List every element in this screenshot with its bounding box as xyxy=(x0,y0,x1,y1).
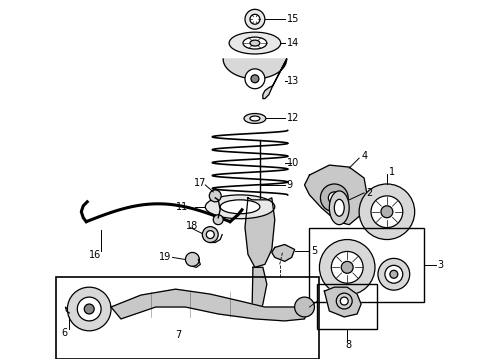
Text: 14: 14 xyxy=(287,38,299,48)
Circle shape xyxy=(213,215,223,225)
Circle shape xyxy=(390,270,398,278)
Polygon shape xyxy=(324,287,361,317)
Text: 6: 6 xyxy=(61,328,68,338)
Circle shape xyxy=(77,297,101,321)
Polygon shape xyxy=(305,165,367,225)
Circle shape xyxy=(206,231,214,239)
Polygon shape xyxy=(272,244,294,261)
Text: 11: 11 xyxy=(175,202,188,212)
Polygon shape xyxy=(223,59,287,99)
Circle shape xyxy=(378,258,410,290)
Polygon shape xyxy=(111,289,310,321)
Ellipse shape xyxy=(244,113,266,123)
Circle shape xyxy=(328,192,340,204)
Circle shape xyxy=(371,196,403,228)
Circle shape xyxy=(381,206,393,218)
Text: 8: 8 xyxy=(345,340,351,350)
Circle shape xyxy=(341,261,353,273)
Circle shape xyxy=(359,184,415,239)
Circle shape xyxy=(185,252,199,266)
Text: 10: 10 xyxy=(287,158,299,168)
Text: 18: 18 xyxy=(185,221,197,231)
Circle shape xyxy=(245,9,265,29)
Ellipse shape xyxy=(229,32,281,54)
Text: 3: 3 xyxy=(438,260,443,270)
Bar xyxy=(310,228,424,302)
Ellipse shape xyxy=(250,116,260,121)
Text: 19: 19 xyxy=(159,252,171,262)
Bar xyxy=(56,277,319,359)
Text: 5: 5 xyxy=(312,247,318,256)
Text: 12: 12 xyxy=(287,113,299,123)
Circle shape xyxy=(331,251,363,283)
Ellipse shape xyxy=(220,200,260,214)
Ellipse shape xyxy=(334,199,344,216)
Polygon shape xyxy=(245,198,275,267)
Circle shape xyxy=(245,69,265,89)
Text: 9: 9 xyxy=(287,180,293,190)
Circle shape xyxy=(250,14,260,24)
Text: 15: 15 xyxy=(287,14,299,24)
Text: 16: 16 xyxy=(89,251,101,260)
Text: 2: 2 xyxy=(366,188,372,198)
Circle shape xyxy=(340,297,348,305)
Circle shape xyxy=(319,239,375,295)
Circle shape xyxy=(84,304,94,314)
Ellipse shape xyxy=(329,191,349,225)
Ellipse shape xyxy=(243,37,267,49)
Circle shape xyxy=(68,287,111,331)
Circle shape xyxy=(251,75,259,83)
Circle shape xyxy=(209,190,221,202)
Text: 4: 4 xyxy=(361,151,367,161)
Text: 7: 7 xyxy=(175,330,182,340)
Ellipse shape xyxy=(250,40,260,46)
Circle shape xyxy=(320,184,348,212)
Circle shape xyxy=(385,265,403,283)
Circle shape xyxy=(202,227,218,243)
Text: 17: 17 xyxy=(195,178,207,188)
Polygon shape xyxy=(252,267,267,317)
Circle shape xyxy=(294,297,315,317)
Bar xyxy=(318,284,377,329)
Ellipse shape xyxy=(205,195,275,219)
Circle shape xyxy=(336,293,352,309)
Text: 1: 1 xyxy=(389,167,395,177)
Text: 13: 13 xyxy=(287,76,299,86)
